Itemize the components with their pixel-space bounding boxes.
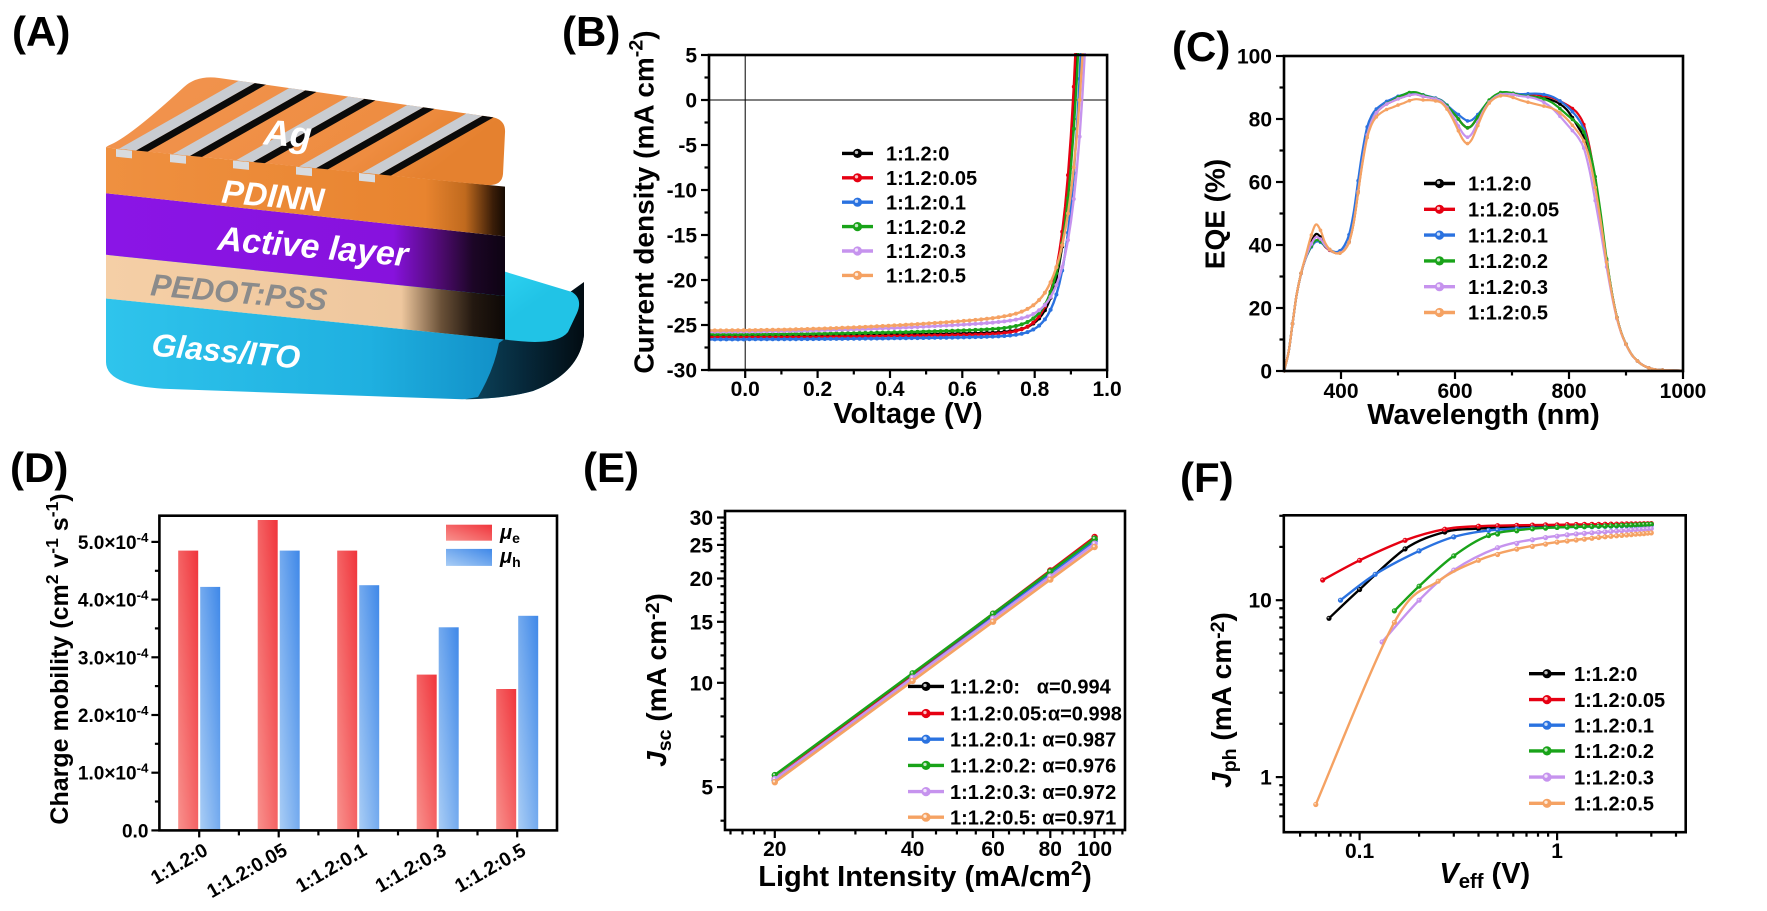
svg-text:1:1.2:0.5: 1:1.2:0.5: [886, 266, 966, 288]
svg-text:Wavelength (nm): Wavelength (nm): [1367, 399, 1600, 431]
svg-text:5: 5: [701, 777, 713, 800]
svg-text:1:1.2:0.2: α=0.976: 1:1.2:0.2: α=0.976: [950, 756, 1116, 778]
svg-text:30: 30: [690, 507, 713, 530]
svg-text:0: 0: [685, 90, 697, 113]
svg-text:60: 60: [981, 838, 1004, 861]
svg-text:-30: -30: [667, 360, 697, 383]
svg-text:Ag: Ag: [262, 111, 314, 155]
svg-text:1:1.2:0.05: 1:1.2:0.05: [1468, 200, 1559, 222]
svg-text:1:1.2:0: 1:1.2:0: [886, 144, 949, 166]
svg-text:1:1.2:0.1: 1:1.2:0.1: [1468, 225, 1548, 247]
svg-text:1:1.2:0.05: 1:1.2:0.05: [886, 168, 977, 190]
svg-text:600: 600: [1437, 380, 1472, 403]
svg-text:-20: -20: [667, 270, 697, 293]
svg-text:20: 20: [1249, 298, 1272, 321]
svg-text:40: 40: [1249, 235, 1272, 258]
svg-text:Current density (mA cm-2): Current density (mA cm-2): [626, 30, 660, 373]
svg-text:-15: -15: [667, 225, 698, 248]
svg-text:20: 20: [690, 568, 713, 591]
svg-text:Light Intensity (mA/cm2): Light Intensity (mA/cm2): [758, 858, 1092, 893]
svg-text:80: 80: [1249, 109, 1272, 132]
svg-text:0: 0: [1260, 361, 1272, 384]
svg-text:1:1.2:0.3: 1:1.2:0.3: [1574, 767, 1654, 789]
svg-text:1:1.2:0.05: 1:1.2:0.05: [1574, 690, 1665, 712]
svg-text:1:1.2:0.1: 1:1.2:0.1: [886, 192, 966, 214]
svg-text:0.4: 0.4: [875, 378, 905, 401]
svg-text:1:1.2:0.1: 1:1.2:0.1: [1574, 715, 1654, 737]
svg-text:400: 400: [1323, 380, 1358, 403]
svg-text:(B): (B): [562, 8, 620, 55]
svg-text:100: 100: [1077, 838, 1112, 861]
svg-text:800: 800: [1551, 380, 1586, 403]
svg-text:(C): (C): [1172, 23, 1230, 70]
svg-text:-5: -5: [678, 135, 697, 158]
svg-text:Charge mobility (cm2 v-1 s-1): Charge mobility (cm2 v-1 s-1): [42, 493, 74, 824]
svg-text:EQE (%): EQE (%): [1200, 159, 1231, 269]
svg-text:1:1.2:0.5: 1:1.2:0.5: [1574, 794, 1654, 816]
svg-text:1:1.2:0: 1:1.2:0: [1468, 174, 1531, 196]
svg-text:1:1.2:0.2: 1:1.2:0.2: [1468, 251, 1548, 273]
svg-text:1:1.2:0.3: 1:1.2:0.3: [886, 241, 966, 263]
svg-text:15: 15: [690, 611, 714, 634]
svg-text:(D): (D): [10, 444, 68, 491]
svg-text:(A): (A): [12, 8, 70, 55]
svg-text:Voltage (V): Voltage (V): [833, 398, 982, 430]
svg-text:0.2: 0.2: [803, 378, 832, 401]
svg-text:100: 100: [1237, 46, 1272, 69]
svg-text:3.0×10-4: 3.0×10-4: [78, 645, 149, 670]
svg-text:20: 20: [763, 838, 786, 861]
svg-text:μh: μh: [499, 546, 521, 570]
svg-text:Veff (V): Veff (V): [1439, 858, 1530, 893]
svg-text:10: 10: [1248, 590, 1271, 613]
svg-text:40: 40: [901, 838, 924, 861]
svg-text:0.8: 0.8: [1020, 378, 1050, 401]
svg-text:1.0: 1.0: [1092, 378, 1121, 401]
svg-text:1:1.2:0.5: 1:1.2:0.5: [1468, 303, 1548, 325]
svg-text:1:1.2:0.3: α=0.972: 1:1.2:0.3: α=0.972: [950, 782, 1116, 804]
svg-text:1:1.2:0.3: 1:1.2:0.3: [1468, 277, 1548, 299]
svg-text:0.1: 0.1: [1345, 840, 1375, 863]
svg-text:1:1.2:0: 1:1.2:0: [1574, 664, 1637, 686]
svg-text:1:1.2:0.5: α=0.971: 1:1.2:0.5: α=0.971: [950, 807, 1116, 829]
svg-text:1: 1: [1551, 840, 1563, 863]
svg-text:5: 5: [685, 45, 697, 68]
svg-text:1:1.2:0.05:α=0.998: 1:1.2:0.05:α=0.998: [950, 704, 1122, 726]
svg-text:(E): (E): [583, 444, 639, 491]
svg-text:0.0: 0.0: [122, 821, 148, 842]
svg-text:60: 60: [1249, 172, 1272, 195]
svg-text:Jph (mA cm-2): Jph (mA cm-2): [1206, 612, 1241, 788]
svg-text:(F): (F): [1180, 454, 1234, 501]
svg-text:1: 1: [1260, 767, 1272, 790]
svg-text:1:1.2:0.2: 1:1.2:0.2: [1574, 741, 1654, 763]
svg-text:1:1.2:0.1: α=0.987: 1:1.2:0.1: α=0.987: [950, 729, 1116, 751]
svg-text:25: 25: [690, 534, 714, 557]
svg-text:10: 10: [690, 672, 713, 695]
svg-text:1:1.2:0: α=0.994: 1:1.2:0: α=0.994: [950, 677, 1112, 699]
svg-text:80: 80: [1039, 838, 1062, 861]
svg-text:-10: -10: [667, 180, 697, 203]
svg-text:μe: μe: [499, 522, 520, 546]
svg-text:0.0: 0.0: [731, 378, 760, 401]
svg-text:0.6: 0.6: [948, 378, 977, 401]
svg-text:1:1.2:0.2: 1:1.2:0.2: [886, 217, 966, 239]
svg-text:Jsc (mA cm-2): Jsc (mA cm-2): [641, 593, 676, 767]
svg-text:PDINN: PDINN: [220, 173, 327, 219]
svg-text:-25: -25: [667, 315, 698, 338]
svg-text:1000: 1000: [1660, 380, 1707, 403]
